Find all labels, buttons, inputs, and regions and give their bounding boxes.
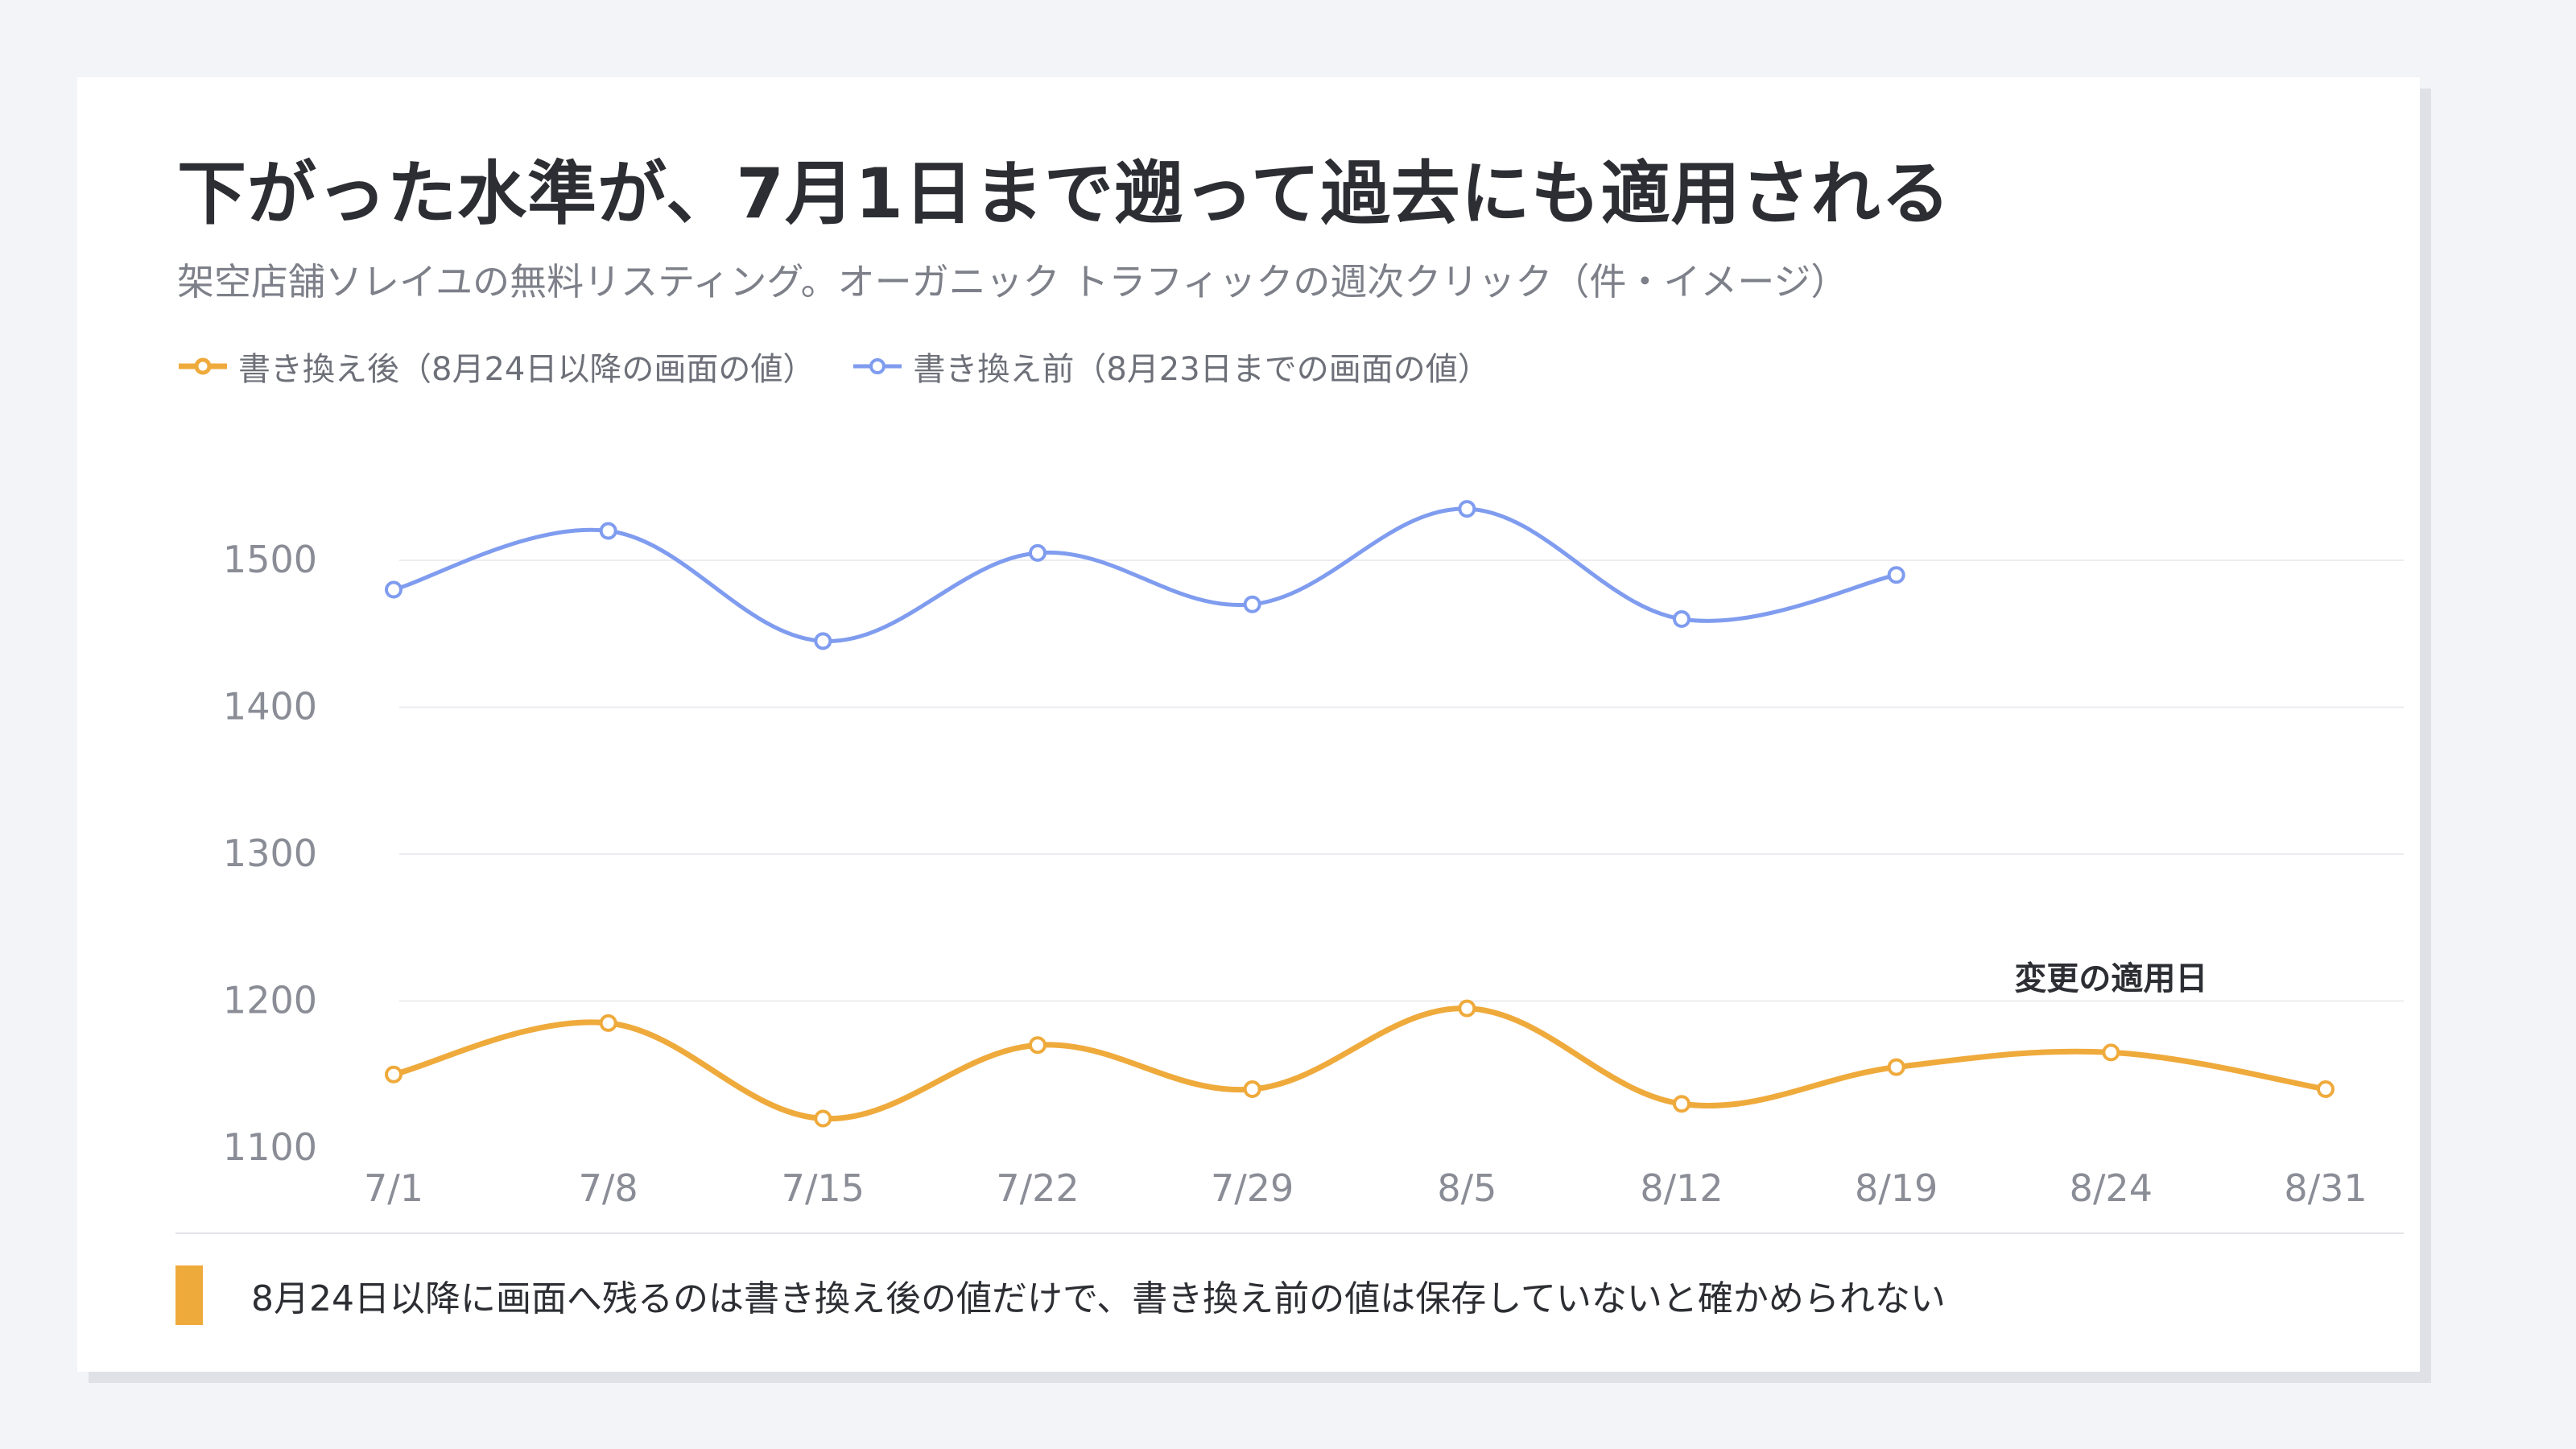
chart-subtitle: 架空店舗ソレイユの無料リスティング。オーガニック トラフィックの週次クリック（件… [177,260,1848,303]
y-tick-label: 1400 [223,685,317,729]
data-point [385,1065,402,1084]
y-tick-label: 1200 [223,979,317,1022]
x-tick-label: 7/8 [579,1166,638,1210]
chart-legend: 書き換え後（8月24日以降の画面の値） 書き換え前（8月23日までの画面の値） [177,343,1527,390]
x-tick-label: 8/5 [1437,1166,1496,1210]
data-point [385,580,402,599]
data-point [1243,595,1261,613]
data-point [1673,610,1690,628]
series-line-1 [391,506,1899,643]
data-point [1029,1036,1046,1055]
series-line-0 [390,1005,2329,1122]
legend-item-before[interactable]: 書き換え前（8月23日までの画面の値） [852,343,1490,390]
footnote: 8月24日以降に画面へ残るのは書き換え後の値だけで、書き換え前の値は保存していな… [175,1265,1946,1325]
data-point [1887,566,1905,584]
data-point [1243,1080,1261,1098]
data-point [599,1013,617,1032]
x-tick-label: 8/12 [1640,1166,1723,1210]
data-point [1887,1058,1905,1076]
data-point [814,1109,832,1128]
data-point [1673,1095,1690,1113]
x-tick-label: 8/31 [2284,1166,2367,1210]
x-tick-label: 8/19 [1855,1166,1938,1210]
data-point [599,522,617,540]
data-point [1458,999,1476,1018]
x-tick-label: 8/24 [2070,1166,2153,1210]
data-point [2102,1043,2120,1062]
legend-swatch-after [179,357,227,375]
y-tick-label: 1500 [223,538,317,581]
footnote-text: 8月24日以降に画面へ残るのは書き換え後の値だけで、書き換え前の値は保存していな… [251,1278,1946,1319]
data-point [1029,543,1046,562]
x-tick-label: 7/22 [996,1166,1079,1210]
x-tick-label: 7/15 [782,1166,865,1210]
footnote-accent-bar [175,1265,203,1325]
legend-label-before: 書き換え前（8月23日までの画面の値） [913,351,1490,388]
legend-swatch-before [853,358,902,374]
legend-label-after: 書き換え後（8月24日以降の画面の値） [238,351,815,388]
data-point [814,632,832,650]
x-tick-label: 7/29 [1211,1166,1294,1210]
data-point [2317,1080,2334,1098]
y-tick-label: 1100 [223,1125,317,1169]
chart-title: 下がった水準が、7月1日まで遡って過去にも適用される [177,154,1951,234]
x-tick-label: 7/1 [364,1166,423,1210]
chart-card: 下がった水準が、7月1日まで遡って過去にも適用される 架空店舗ソレイユの無料リス… [77,77,2420,1372]
line-chart-plot: 1100 1200 1300 1400 1500 7/1 7/8 7/15 7/22 7/29 8/… [175,500,2404,1234]
data-point [1458,500,1476,518]
y-tick-label: 1300 [223,832,317,875]
annotation-label: 変更の適用日 [2014,960,2207,997]
legend-item-after[interactable]: 書き換え後（8月24日以降の画面の値） [177,343,815,390]
